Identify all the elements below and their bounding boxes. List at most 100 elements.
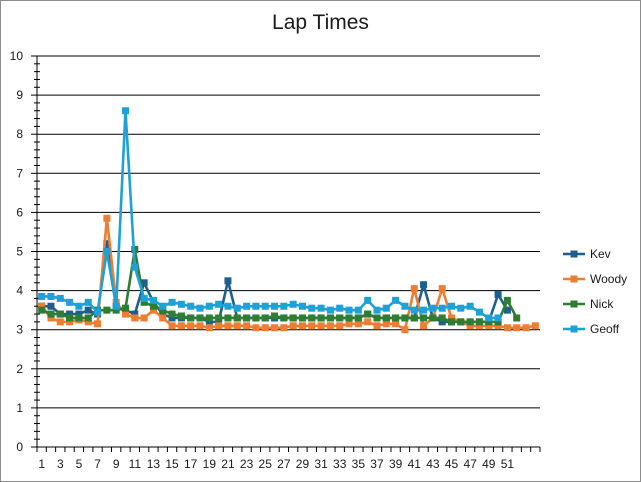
y-tick-label: 10 <box>10 49 24 63</box>
data-point <box>215 300 223 308</box>
data-point <box>66 298 74 306</box>
data-point <box>410 306 418 314</box>
data-point <box>271 302 279 310</box>
chart-title: Lap Times <box>272 11 369 34</box>
data-point <box>131 310 139 318</box>
data-point <box>103 248 111 255</box>
legend-item-woody: Woody <box>563 272 627 286</box>
data-point <box>485 314 493 322</box>
data-point <box>448 314 456 322</box>
data-point <box>112 302 120 310</box>
data-point <box>159 310 167 318</box>
data-point <box>345 306 353 314</box>
data-point <box>457 304 465 312</box>
x-tick-label: 47 <box>463 457 477 471</box>
x-tick-label: 49 <box>482 457 496 471</box>
data-point <box>103 214 111 222</box>
data-point <box>66 318 74 326</box>
data-point <box>224 277 232 285</box>
y-tick-label: 5 <box>16 245 23 259</box>
data-point <box>38 292 46 300</box>
data-point <box>168 322 176 330</box>
x-tick-label: 51 <box>501 457 515 471</box>
data-point <box>243 322 251 330</box>
data-point <box>373 322 381 330</box>
legend-swatch-marker <box>570 325 578 333</box>
x-tick-labels: 1 3 5 7 9 11 13 15 17 19 21 23 25 27 29 31 33 35 37 39 41 43 4… <box>38 457 514 471</box>
data-point <box>494 291 502 299</box>
data-point <box>354 306 362 314</box>
data-point <box>47 302 55 310</box>
series-geoff <box>38 107 502 322</box>
x-tick-label: 7 <box>94 457 101 471</box>
legend-swatch-marker <box>570 300 578 308</box>
x-tick-label: 25 <box>259 457 273 471</box>
data-point <box>168 298 176 306</box>
x-tick-label: 39 <box>389 457 403 471</box>
series-line-nick <box>41 248 518 324</box>
data-point <box>140 314 148 322</box>
legend-item-kev: Kev <box>563 247 611 261</box>
legend: Kev Woody Nick Geoff <box>563 247 627 336</box>
data-point <box>429 304 437 312</box>
x-tick-label: 21 <box>221 457 235 471</box>
data-point <box>215 322 223 330</box>
data-point <box>364 310 372 318</box>
data-point <box>448 302 456 310</box>
data-point <box>196 304 204 312</box>
data-point <box>308 314 316 322</box>
data-point <box>66 310 74 318</box>
y-tick-label: 2 <box>16 362 23 376</box>
data-point <box>177 300 185 308</box>
axes <box>31 55 541 452</box>
data-point <box>252 314 260 322</box>
data-point <box>196 314 204 322</box>
data-point <box>205 314 213 322</box>
data-point <box>94 308 102 316</box>
series-lines <box>38 107 539 334</box>
data-point <box>187 314 195 322</box>
data-point <box>317 304 325 312</box>
x-tick-label: 1 <box>38 457 45 471</box>
x-tick-label: 29 <box>296 457 310 471</box>
data-point <box>224 302 232 310</box>
data-point <box>410 314 418 322</box>
data-point <box>401 314 409 322</box>
data-point <box>233 314 241 322</box>
data-point <box>410 285 418 293</box>
data-point <box>56 318 64 326</box>
data-point <box>420 322 428 330</box>
legend-label: Kev <box>590 247 611 261</box>
x-tick-label: 13 <box>147 457 161 471</box>
data-point <box>177 322 185 330</box>
data-point <box>336 304 344 312</box>
data-point <box>140 279 148 287</box>
x-tick-label: 19 <box>203 457 217 471</box>
gridlines <box>37 55 540 409</box>
data-point <box>382 314 390 322</box>
y-tick-label: 3 <box>16 323 23 337</box>
data-point <box>205 318 213 326</box>
data-point <box>364 296 372 304</box>
data-point <box>494 314 502 322</box>
data-point <box>373 306 381 314</box>
data-point <box>252 302 260 310</box>
x-tick-label: 9 <box>113 457 120 471</box>
data-point <box>308 304 316 312</box>
x-tick-label: 33 <box>333 457 347 471</box>
data-point <box>392 314 400 322</box>
data-point <box>243 314 251 322</box>
data-point <box>215 318 223 326</box>
x-tick-label: 11 <box>129 457 142 471</box>
data-point <box>336 322 344 330</box>
x-tick-label: 37 <box>370 457 384 471</box>
data-point <box>224 314 232 322</box>
legend-label: Geoff <box>590 322 620 336</box>
x-tick-label: 43 <box>426 457 440 471</box>
data-point <box>47 292 55 300</box>
data-point <box>205 302 213 310</box>
data-point <box>205 324 213 332</box>
data-point <box>457 318 465 326</box>
data-point <box>382 320 390 328</box>
